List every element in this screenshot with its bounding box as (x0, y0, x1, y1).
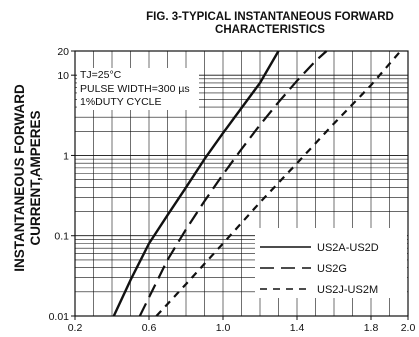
x-tick-label: 1.8 (364, 322, 379, 334)
legend-label-us2a-us2d: US2A-US2D (317, 242, 379, 254)
series-layer (112, 50, 402, 317)
x-tick-label: 0.6 (142, 322, 157, 334)
annotation-pulse-width: PULSE WIDTH=300 µs (80, 83, 190, 95)
series-line-us2g (138, 50, 328, 317)
y-axis-label-line-1: INSTANTANEOUS FORWARD (12, 84, 27, 272)
legend: US2A-US2D US2G US2J-US2M (255, 228, 407, 298)
legend-label-us2g: US2G (317, 263, 347, 275)
y-tick-label: 20 (57, 46, 69, 58)
x-tick-label: 1.4 (290, 322, 305, 334)
annotation-duty-cycle: 1%DUTY CYCLE (80, 96, 162, 108)
y-axis-label-line-2: CURRENT,AMPERES (28, 110, 43, 245)
legend-label-us2j-us2m: US2J-US2M (317, 284, 378, 296)
y-tick-label: 1 (63, 150, 69, 162)
series-line-us2j-us2m (155, 50, 402, 317)
x-tick-label: 1.0 (216, 322, 231, 334)
chart-title-line-1: FIG. 3-TYPICAL INSTANTANEOUS FORWARD (146, 11, 394, 23)
legend-box (255, 228, 407, 298)
plot-frame (74, 50, 409, 317)
x-tick-label: 0.2 (68, 322, 83, 334)
y-tick-label: 10 (57, 70, 69, 82)
x-tick-label: 2.0 (401, 322, 416, 334)
y-tick-label: 0.1 (54, 231, 69, 243)
y-tick-label: 0.01 (49, 311, 70, 323)
series-line-us2a-us2d (112, 50, 280, 317)
chart-title-line-2: CHARACTERISTICS (215, 24, 325, 36)
y-axis-label: INSTANTANEOUS FORWARD CURRENT,AMPERES (12, 84, 43, 272)
tick-layer: 0.2 0.6 1.0 1.4 1.8 2.0 0.01 0.1 1 10 20 (49, 46, 416, 334)
annotation-box (77, 68, 199, 110)
annotation-junction-temperature: TJ=25°C (80, 69, 122, 81)
